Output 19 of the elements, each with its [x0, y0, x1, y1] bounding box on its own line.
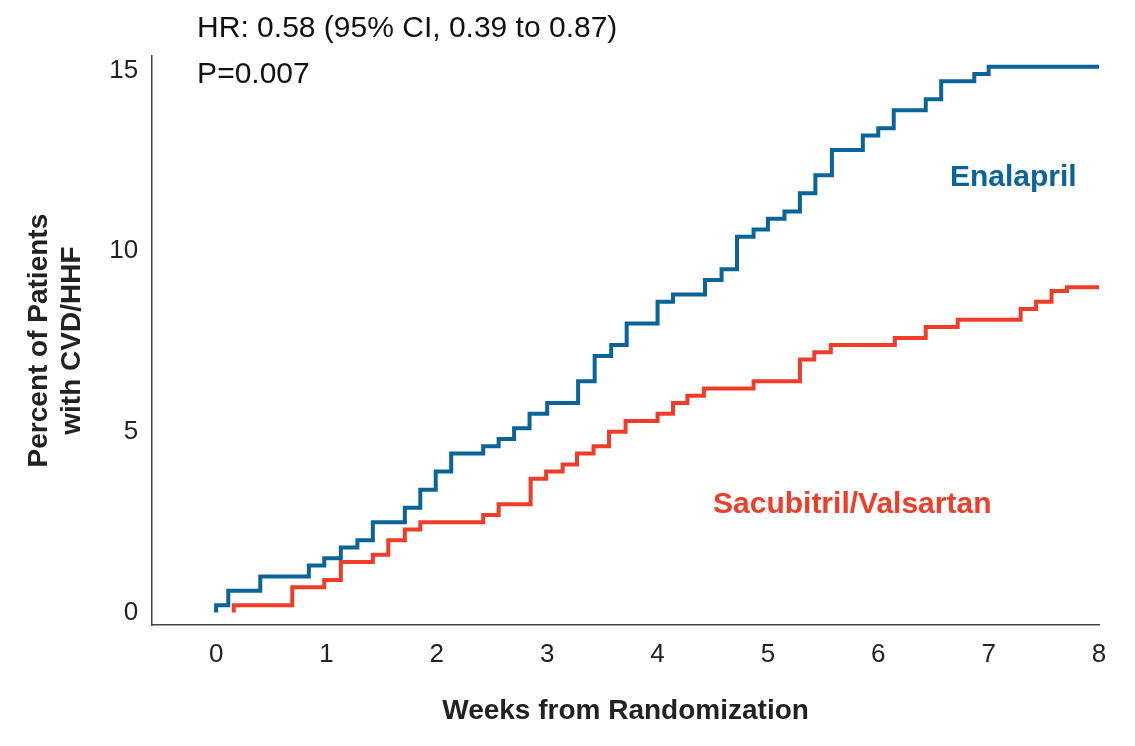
y-tick-label: 10 — [109, 234, 139, 265]
x-tick-label: 1 — [319, 637, 334, 668]
x-tick-label: 7 — [981, 637, 996, 668]
x-tick-label: 3 — [539, 637, 555, 668]
y-tick-label: 0 — [123, 595, 139, 626]
x-tick-label: 5 — [760, 637, 776, 668]
x-tick-label: 0 — [208, 637, 224, 668]
annotation: P=0.007 — [197, 56, 310, 90]
text: HR: 0.58 (95% CI, 0.39 to 0.87) — [197, 10, 618, 44]
y-axis-title: Percent of Patients with CVD/HHF — [21, 213, 87, 468]
x-tick-label: 6 — [871, 637, 886, 668]
y-tick-label: 5 — [123, 415, 139, 446]
x-tick-label: 4 — [650, 637, 665, 668]
x-tick-label: 8 — [1091, 637, 1107, 668]
y-tick-label: 15 — [109, 53, 139, 84]
text: Sacubitril/Valsartan — [713, 486, 992, 520]
series-label: Enalapril — [949, 158, 1077, 192]
x-tick-label: 2 — [429, 637, 445, 668]
x-axis-title: Weeks from Randomization — [442, 693, 809, 725]
